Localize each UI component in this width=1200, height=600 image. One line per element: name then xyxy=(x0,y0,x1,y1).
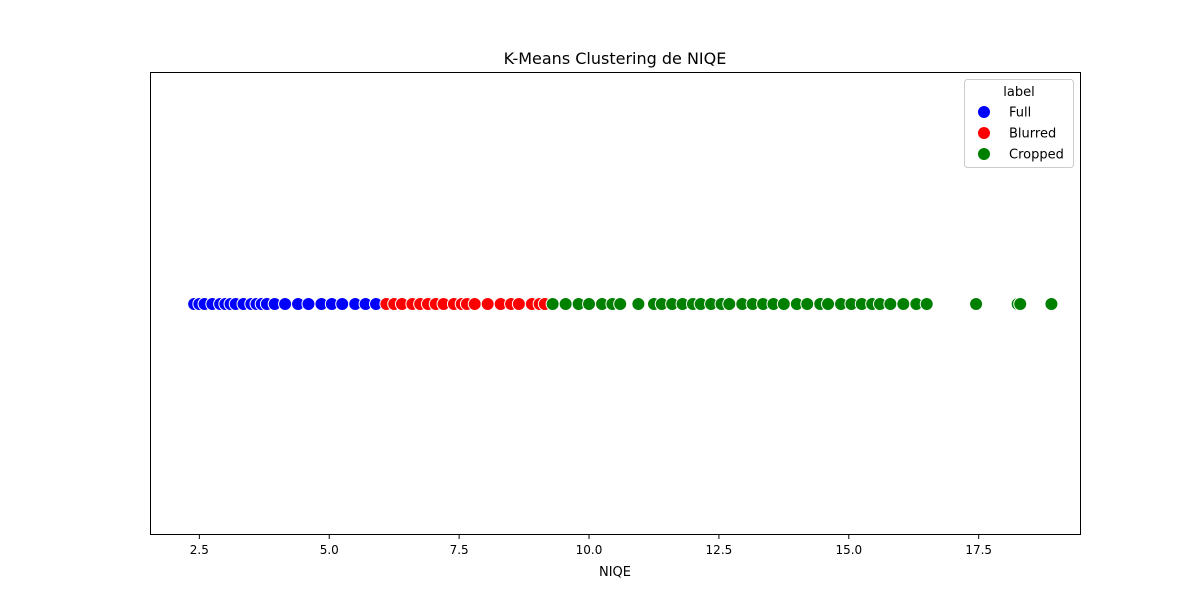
point-cropped-23 xyxy=(800,297,815,311)
legend-frame xyxy=(964,79,1074,168)
legend-title: label xyxy=(1003,85,1034,100)
point-cropped-21 xyxy=(776,297,791,311)
point-cropped-37 xyxy=(1013,297,1028,311)
point-cropped-6 xyxy=(613,297,628,311)
point-cropped-7 xyxy=(631,297,646,311)
scatter-points xyxy=(187,297,1059,311)
legend: label Full Blurred Cropped xyxy=(964,79,1074,168)
x-tick-label-5: 15.0 xyxy=(835,543,862,557)
chart-title: K-Means Clustering de NIQE xyxy=(504,49,727,68)
legend-items: Full Blurred Cropped xyxy=(977,105,1064,163)
x-tick-label-2: 7.5 xyxy=(450,543,469,557)
point-cropped-25 xyxy=(821,297,836,311)
point-full-16 xyxy=(301,297,316,311)
legend-label-full: Full xyxy=(1009,106,1031,121)
point-cropped-32 xyxy=(896,297,911,311)
point-full-14 xyxy=(278,297,293,311)
point-cropped-38 xyxy=(1044,297,1059,311)
legend-label-blurred: Blurred xyxy=(1009,127,1056,142)
x-tick-label-6: 17.5 xyxy=(965,543,992,557)
point-blurred-15 xyxy=(511,297,526,311)
plot-frame xyxy=(150,72,1081,535)
legend-marker-blurred xyxy=(977,126,991,140)
point-cropped-35 xyxy=(969,297,984,311)
x-tick-label-0: 2.5 xyxy=(190,543,209,557)
x-tick-label-3: 10.0 xyxy=(576,543,603,557)
point-blurred-11 xyxy=(467,297,482,311)
point-cropped-34 xyxy=(919,297,934,311)
point-cropped-3 xyxy=(582,297,597,311)
point-full-19 xyxy=(335,297,350,311)
x-axis-ticks: 2.5 5.0 7.5 10.0 12.5 15.0 17.5 xyxy=(190,534,992,557)
x-tick-label-4: 12.5 xyxy=(706,543,733,557)
x-axis-label: NIQE xyxy=(599,565,631,580)
point-cropped-1 xyxy=(558,297,573,311)
point-cropped-31 xyxy=(883,297,898,311)
legend-label-cropped: Cropped xyxy=(1009,148,1064,163)
x-tick-label-1: 5.0 xyxy=(320,543,339,557)
legend-marker-cropped xyxy=(977,147,991,161)
point-blurred-12 xyxy=(480,297,495,311)
point-cropped-16 xyxy=(722,297,737,311)
legend-marker-full xyxy=(977,105,991,119)
point-cropped-0 xyxy=(545,297,560,311)
